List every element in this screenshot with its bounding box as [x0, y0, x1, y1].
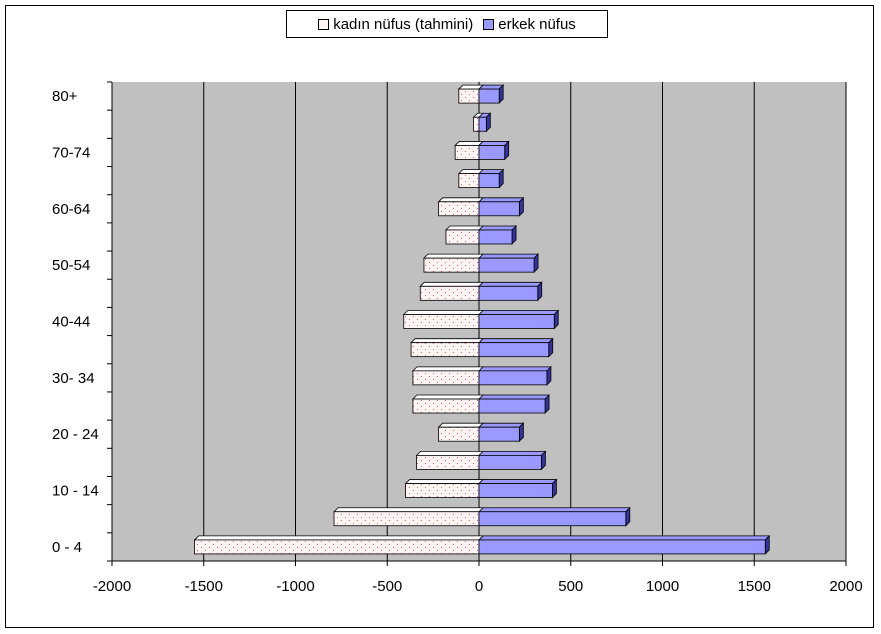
bar-female-top [333, 507, 484, 513]
bar-male [478, 285, 539, 301]
y-tick-label: 30- 34 [52, 370, 95, 387]
bar-female-top [419, 281, 484, 287]
x-tick-label: 1000 [646, 578, 679, 595]
x-tick-label: 2000 [829, 578, 862, 595]
bar-male-top [478, 141, 510, 146]
bar-female [403, 314, 480, 329]
bar-male [478, 229, 513, 245]
bar-male-top [478, 253, 540, 259]
bar-male [478, 454, 542, 470]
bar-male [478, 145, 506, 160]
bar-male [478, 398, 546, 414]
x-tick-label: 500 [558, 578, 583, 595]
bar-male-top [478, 394, 551, 400]
bar-female [438, 201, 480, 217]
x-tick-label: 0 [475, 578, 483, 595]
axes-group: -2000 -1500 -1000 -500 0 500 1000 1500 2000 0 - 4… [52, 81, 863, 595]
y-tick-label: 60-64 [52, 201, 90, 218]
bar-male-top [478, 310, 560, 315]
bar-male [478, 342, 550, 358]
bar-male-top [478, 281, 543, 287]
bar-female [438, 426, 480, 442]
bar-female-top [437, 422, 484, 428]
legend-label-male: erkek nüfus [498, 15, 576, 33]
bar-female-top [437, 197, 484, 203]
y-tick-label: 40-44 [52, 314, 90, 331]
bar-female [423, 257, 480, 273]
x-tick-label: -2000 [93, 578, 131, 595]
y-tick-label: 10 - 14 [52, 483, 99, 500]
bar-male [478, 257, 535, 273]
bar-female-top [404, 479, 484, 484]
y-tick-label: 80+ [52, 88, 78, 105]
legend-swatch-female [318, 18, 330, 30]
bar-male-top [478, 366, 552, 372]
x-tick-label: -1000 [276, 578, 314, 595]
bar-female [194, 539, 480, 555]
bars-group [193, 84, 771, 555]
bar-female [333, 511, 480, 527]
bar-male-top [478, 507, 631, 513]
bar-female [454, 145, 480, 160]
bar-female [445, 229, 480, 245]
bar-male [478, 483, 553, 498]
y-tick-label: 50-54 [52, 257, 90, 274]
legend-item-male: erkek nüfus [483, 16, 576, 33]
bar-female [410, 342, 480, 358]
legend-item-female: kadın nüfus (tahmini) [318, 16, 473, 33]
bar-male-top [478, 535, 771, 541]
bar-male [478, 426, 520, 442]
bar-female-top [402, 310, 484, 315]
bar-female [419, 285, 480, 301]
bar-female-top [422, 253, 484, 259]
bar-female [473, 116, 480, 132]
bar-male [478, 201, 520, 217]
bar-female-top [411, 394, 484, 400]
bar-female-top [411, 366, 484, 372]
bar-female-top [415, 450, 484, 456]
x-tick-label: 1500 [738, 578, 771, 595]
legend-label-female: kadın nüfus (tahmini) [333, 15, 474, 33]
bar-male-top [478, 225, 517, 231]
bar-female-top [193, 535, 484, 541]
bar-male-top [478, 422, 525, 428]
bar-female-top [445, 225, 484, 231]
bar-male [478, 88, 500, 104]
bar-male-top [478, 450, 547, 456]
bar-female [458, 88, 480, 104]
bar-female [412, 370, 480, 386]
x-tick-label: -1500 [185, 578, 223, 595]
y-tick-label: 20 - 24 [52, 426, 99, 443]
bar-female-top [410, 338, 484, 344]
bar-female [416, 454, 480, 470]
bar-male-top [478, 479, 558, 484]
bar-male-top [478, 197, 525, 203]
y-tick-label: 0 - 4 [52, 539, 82, 556]
y-tick-label: 70-74 [52, 144, 90, 161]
bar-male [478, 539, 766, 555]
bar-male [478, 116, 487, 132]
bar-female [405, 483, 480, 498]
bar-male-top [478, 338, 554, 344]
bar-male [478, 511, 627, 527]
bar-female [458, 173, 480, 189]
legend-swatch-male [483, 18, 495, 30]
bar-male [478, 173, 500, 189]
x-tick-label: -500 [372, 578, 402, 595]
bar-male [478, 370, 548, 386]
legend: kadın nüfus (tahmini) erkek nüfus [286, 10, 608, 38]
bar-female-top [454, 141, 484, 146]
bar-female [412, 398, 480, 414]
bar-male [478, 314, 555, 329]
